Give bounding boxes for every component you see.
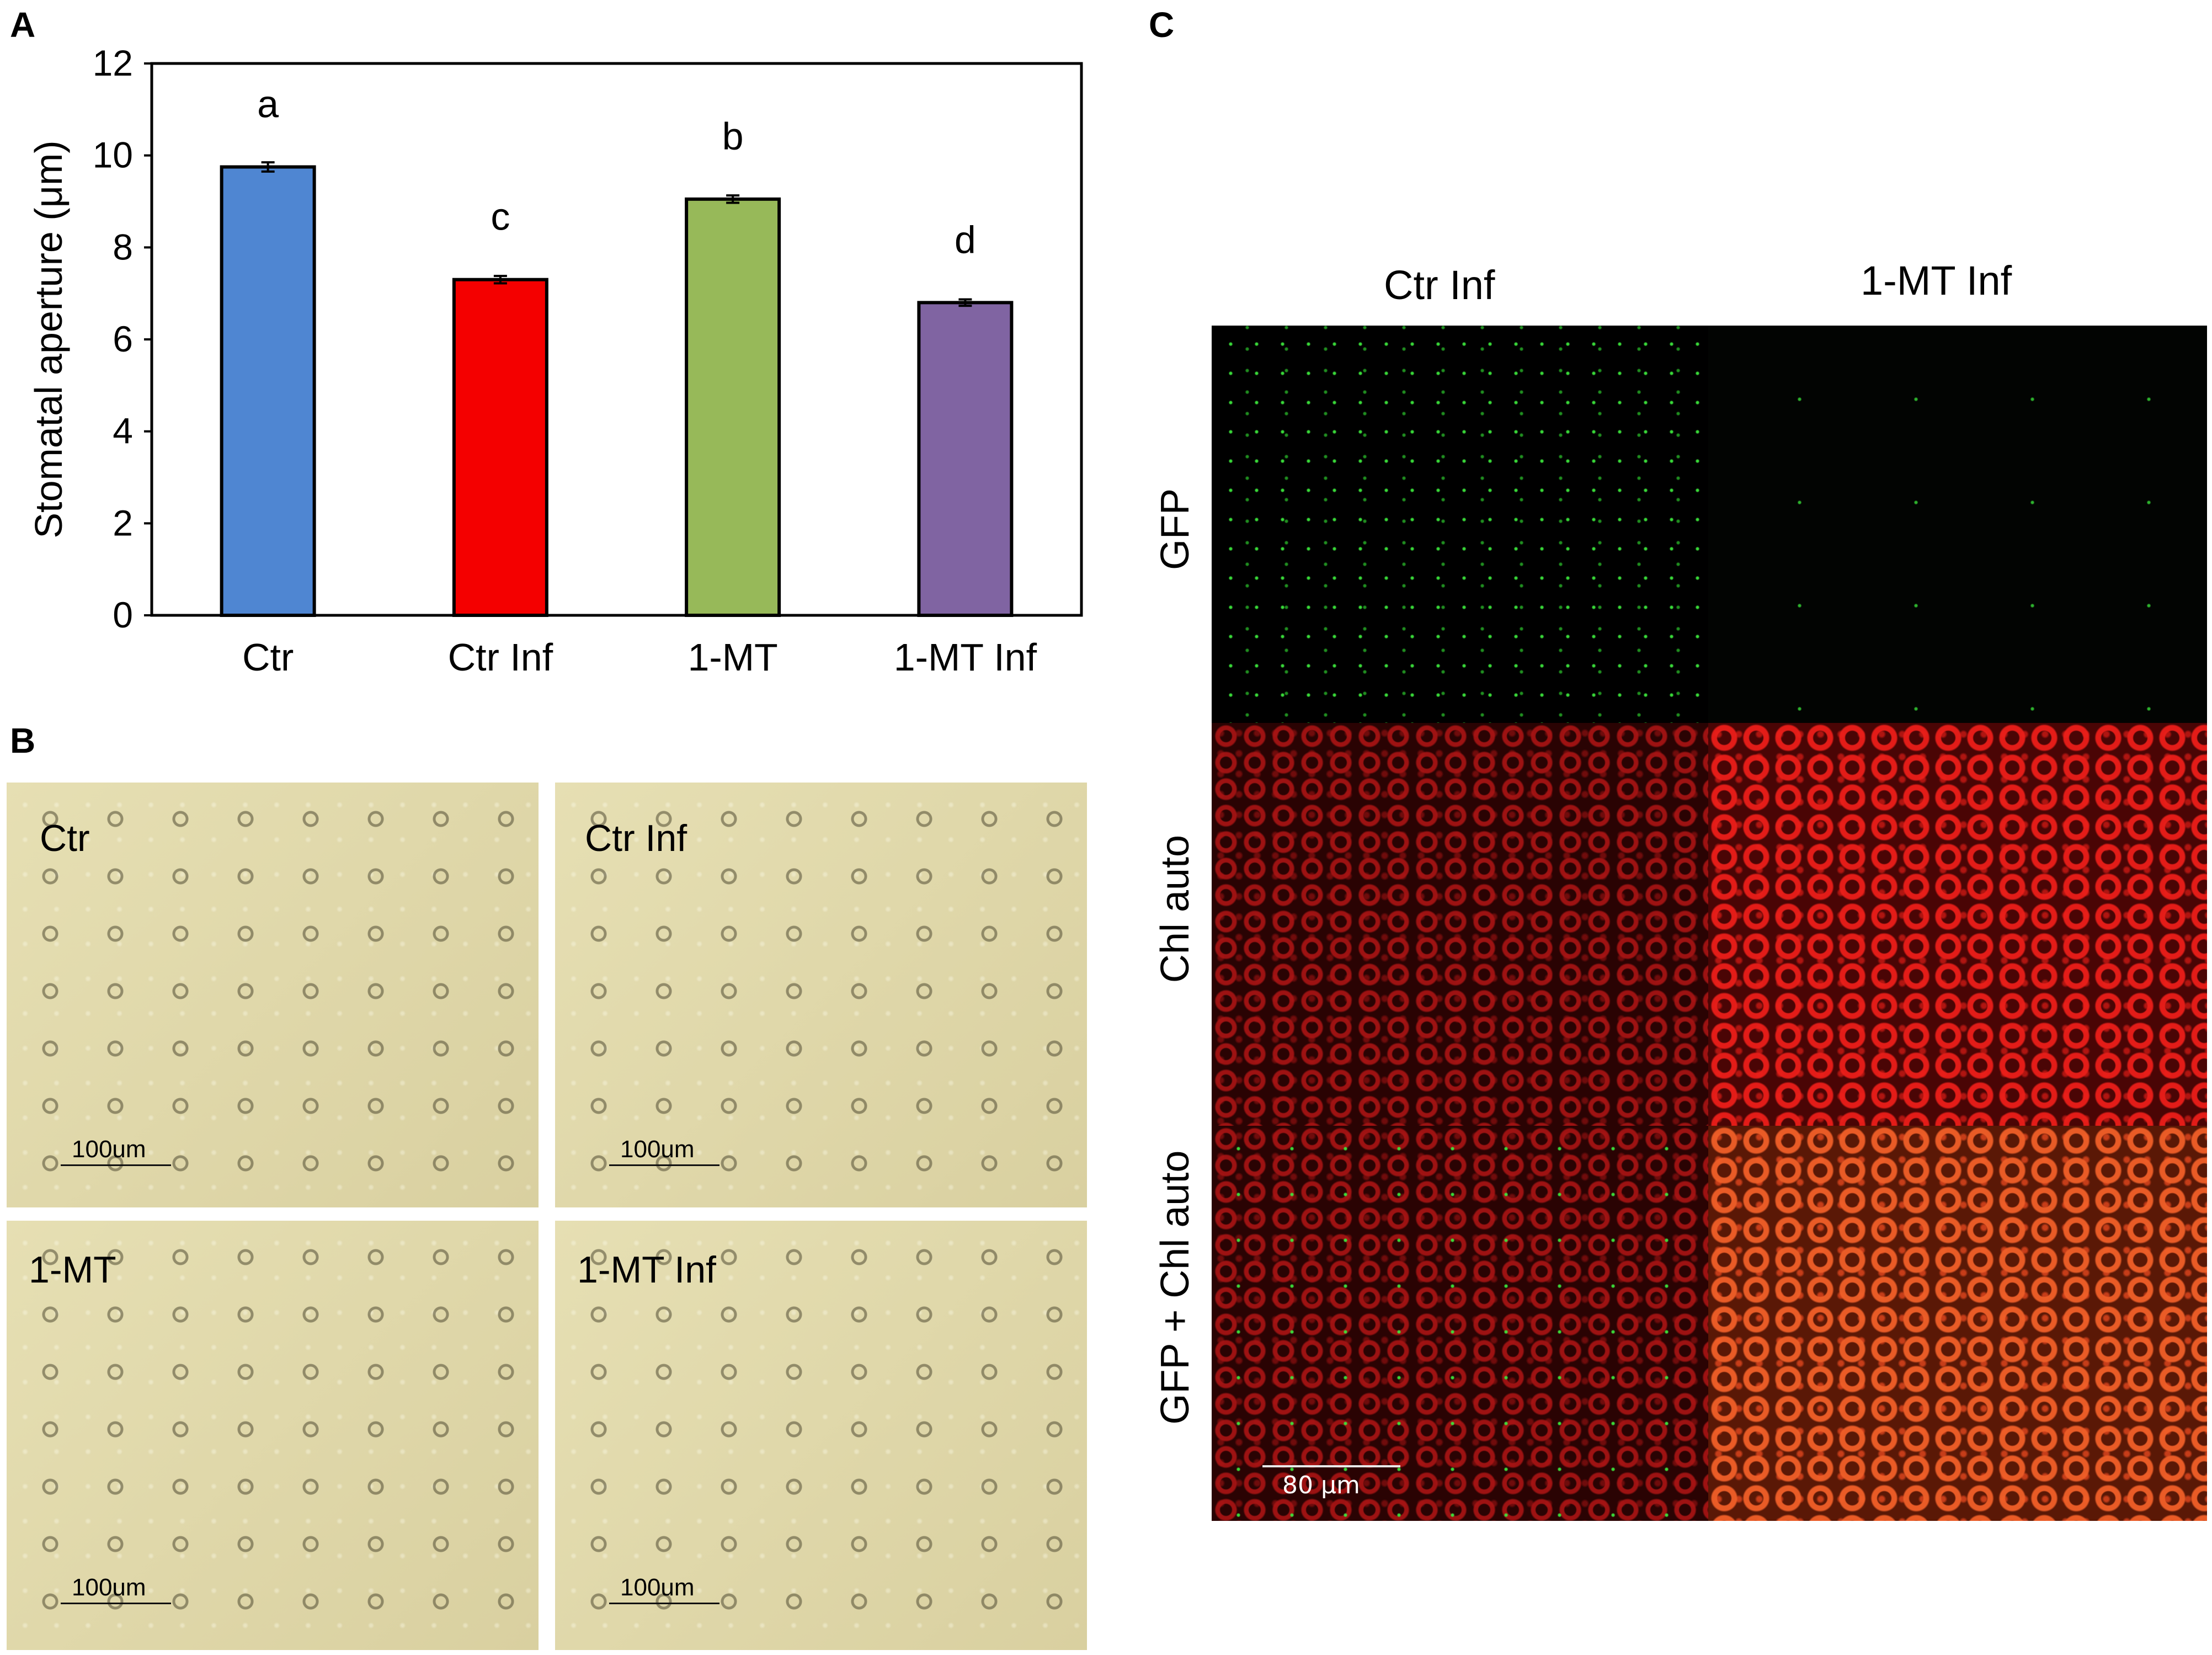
micrograph-1-mt: 1-MT 100um	[7, 1221, 539, 1650]
x-tick-label: Ctr Inf	[448, 636, 553, 679]
bar	[685, 197, 781, 618]
micrograph-label: Ctr Inf	[585, 817, 687, 859]
scale-label: 100um	[620, 1574, 695, 1601]
scale-label: 100um	[620, 1136, 695, 1163]
column-label-ctr-inf: Ctr Inf	[1384, 262, 1495, 308]
confocal-merge-ctr-inf: 80 μm	[1212, 1126, 1708, 1521]
y-tick-label: 6	[113, 318, 133, 359]
y-tick-label: 10	[93, 135, 133, 175]
confocal-chl-ctr-inf	[1212, 723, 1708, 1126]
bar	[452, 278, 548, 617]
scale-bar	[1262, 1465, 1400, 1467]
bar	[917, 301, 1014, 617]
significance-letter: a	[257, 83, 279, 126]
panel-letter-b: B	[10, 721, 36, 760]
row-label-gfp-chl-auto: GFP + Chl auto	[1153, 1150, 1197, 1425]
micrograph-label: 1-MT Inf	[577, 1249, 716, 1291]
significance-letter: c	[491, 195, 510, 238]
row-label-gfp: GFP	[1153, 488, 1197, 571]
scale-label: 100um	[72, 1574, 146, 1601]
micrograph-label: Ctr	[40, 817, 90, 859]
micrograph-label: 1-MT	[29, 1249, 116, 1291]
confocal-merge-1-mt-inf	[1708, 1126, 2207, 1521]
micrograph-ctr: Ctr 100um	[7, 783, 539, 1207]
micrograph-ctr-inf: Ctr Inf 100um	[555, 783, 1087, 1207]
scale-label: 80 μm	[1282, 1471, 1360, 1499]
scale-bar	[61, 1164, 171, 1166]
y-tick-label: 0	[113, 594, 133, 635]
y-axis-label: Stomatal aperture (μm)	[27, 140, 70, 538]
x-tick-label: 1-MT Inf	[894, 636, 1037, 679]
y-tick-label: 8	[113, 226, 133, 267]
panel-letter-a: A	[10, 5, 36, 45]
scale-bar	[61, 1603, 171, 1604]
bar	[220, 165, 316, 617]
scale-bar	[609, 1603, 719, 1604]
column-label-1-mt-inf: 1-MT Inf	[1861, 258, 2012, 304]
y-tick-label: 2	[113, 502, 133, 543]
scale-label: 100um	[72, 1136, 146, 1163]
micrograph-1-mt-inf: 1-MT Inf 100um	[555, 1221, 1087, 1650]
confocal-gfp-1-mt-inf	[1708, 326, 2207, 723]
stomatal-aperture-bar-chart: 0 2 4 6 8 10 12 Stomatal aperture (μm) a Ctr c Ctr …	[27, 42, 1083, 679]
significance-letter: d	[955, 218, 976, 261]
row-label-chl-auto: Chl auto	[1153, 834, 1197, 983]
confocal-gfp-ctr-inf	[1212, 326, 1708, 723]
scale-bar	[609, 1164, 719, 1166]
y-tick-label: 4	[113, 411, 133, 451]
y-tick-label: 12	[93, 42, 133, 83]
confocal-chl-1-mt-inf	[1708, 723, 2207, 1126]
significance-letter: b	[722, 115, 744, 158]
x-tick-label: 1-MT	[687, 636, 777, 679]
x-tick-label: Ctr	[242, 636, 294, 679]
panel-letter-c: C	[1149, 5, 1175, 45]
